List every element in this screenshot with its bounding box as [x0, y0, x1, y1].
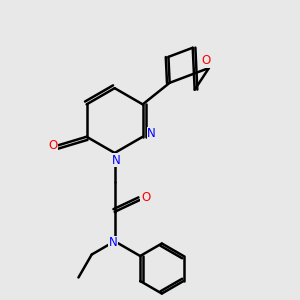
Text: O: O [141, 190, 150, 204]
Text: N: N [112, 154, 121, 167]
Text: N: N [109, 236, 118, 249]
Text: N: N [147, 127, 156, 140]
Text: O: O [201, 54, 211, 67]
Text: O: O [48, 139, 57, 152]
